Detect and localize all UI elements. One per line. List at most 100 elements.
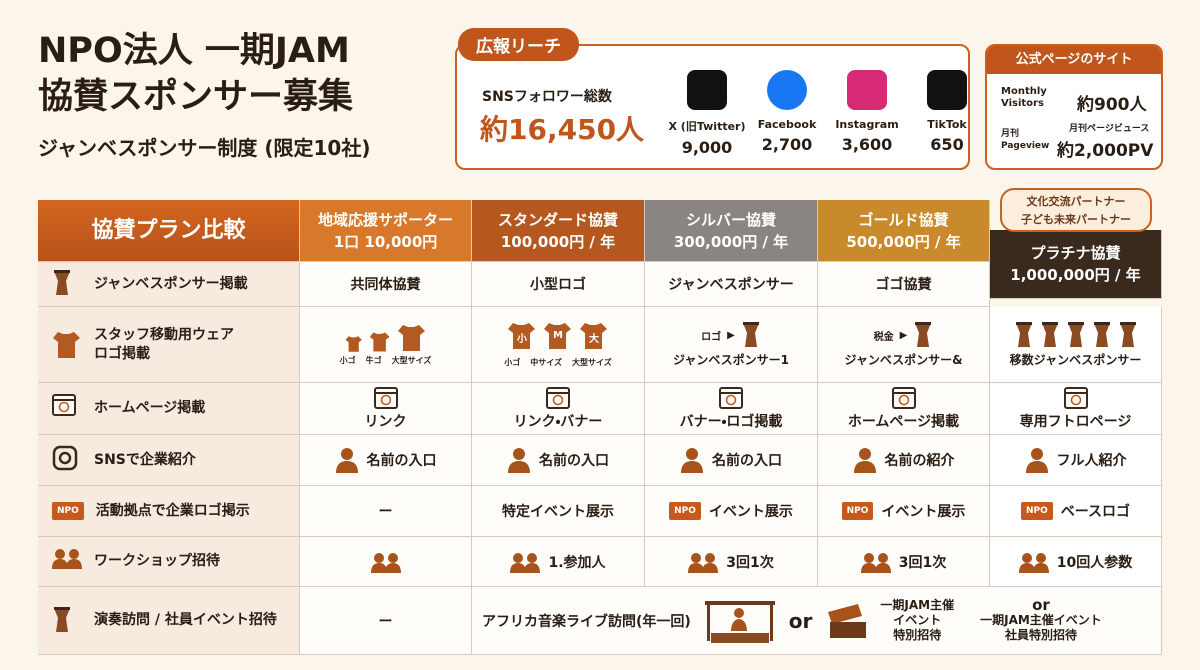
icon-row bbox=[345, 323, 427, 353]
sns-icon bbox=[847, 70, 887, 110]
plan-header: シルバー協賛 300,000円 / 年 bbox=[645, 200, 818, 262]
cell-text: 名前の入口 bbox=[712, 453, 782, 469]
group-icon bbox=[688, 552, 719, 573]
drum-icon bbox=[1119, 322, 1136, 347]
group-icon bbox=[370, 552, 401, 573]
sns-count: 650 bbox=[930, 135, 964, 154]
plan-cell: リンク bbox=[300, 383, 472, 435]
small-label: 中サイズ bbox=[530, 358, 562, 367]
npo-badge: NPO bbox=[1020, 502, 1053, 520]
plan-cell: 3回1次 bbox=[818, 537, 990, 587]
plan-cell: ー bbox=[300, 486, 472, 537]
shirt-icon bbox=[397, 325, 425, 351]
cell-text: ホームページ掲載 bbox=[847, 413, 960, 430]
sns-name: Instagram bbox=[835, 118, 899, 131]
pageview-label: 月刊 Pageview bbox=[1001, 128, 1049, 152]
plan-name: シルバー協賛 bbox=[685, 210, 776, 229]
shirt: 大 bbox=[579, 321, 609, 355]
cell-text: 小型ロゴ bbox=[530, 277, 586, 293]
plan-cell: 名前の紹介 bbox=[818, 435, 990, 486]
shirt-icon bbox=[508, 323, 535, 349]
cell-text: 共同体協賛 bbox=[350, 277, 421, 293]
cell-text: 1.参加人 bbox=[548, 554, 606, 571]
sns-icon bbox=[927, 70, 967, 110]
plan-cell: NPO ベースロゴ bbox=[990, 486, 1162, 537]
plan-cell: 小ゴ 牛ゴ 大型サイズ bbox=[300, 307, 472, 383]
cell-text: ゴゴ協賛 bbox=[875, 277, 932, 293]
plan-cell: ジャンベスポンサー bbox=[645, 262, 818, 307]
badge-line: 子ども未来パートナー bbox=[1021, 213, 1131, 226]
shirt: 小 bbox=[507, 321, 537, 355]
cell-text: フル人紹介 bbox=[1056, 453, 1127, 469]
icon-row: ロゴ ▶ bbox=[701, 321, 761, 349]
sns-name: TikTok bbox=[927, 118, 967, 131]
browser-icon bbox=[1063, 386, 1088, 409]
label-line: スタッフ移動用ウェア bbox=[94, 326, 234, 343]
row-label: ワークショップ招待 bbox=[38, 537, 300, 587]
small-label: 大型サイズ bbox=[391, 356, 432, 365]
icon-row bbox=[1014, 321, 1138, 349]
cell-text: リンク bbox=[364, 413, 407, 430]
arrow: ▶ bbox=[727, 329, 735, 341]
person-icon bbox=[853, 448, 876, 473]
label-line: SNSで企業紹介 bbox=[94, 451, 196, 468]
shirt-label: 大 bbox=[589, 334, 599, 345]
title: NPO法人 一期JAM 協賛スポンサー募集 bbox=[38, 28, 353, 120]
label-line: ジャンベスポンサー掲載 bbox=[94, 275, 248, 292]
cell-text: ー bbox=[378, 613, 393, 630]
title-line: 協賛スポンサー募集 bbox=[38, 77, 354, 117]
row-icon bbox=[52, 393, 76, 416]
plan-cell: 10回人参数 bbox=[990, 537, 1162, 587]
cell-text: リンク・バナー bbox=[513, 413, 603, 430]
person-icon bbox=[1025, 448, 1048, 473]
plan-cell: NPO イベント展示 bbox=[645, 486, 818, 537]
plan-header: 地域応援サポーター 1口 10,000円 bbox=[300, 200, 472, 262]
sns-count: 2,700 bbox=[761, 135, 813, 154]
shirt: M bbox=[543, 321, 573, 355]
plan-cell: 名前の入口 bbox=[472, 435, 645, 486]
browser-icon bbox=[546, 386, 570, 409]
size-row: 小ゴ 牛ゴ 大型サイズ bbox=[340, 355, 432, 366]
label-line: ホームページ掲載 bbox=[94, 400, 206, 416]
cell-text: 移数ジャンベスポンサー bbox=[1009, 353, 1142, 367]
cell-text: 3回1次 bbox=[726, 554, 774, 571]
sns-name: X (旧Twitter) bbox=[668, 120, 746, 133]
drum-icon bbox=[1015, 322, 1032, 347]
shirt-icon bbox=[369, 332, 390, 352]
cell-text: イベント展示 bbox=[881, 504, 966, 520]
sns-item: X (旧Twitter) 9,000 bbox=[667, 70, 747, 157]
cell-text: ジャンベスポンサー1 bbox=[673, 353, 789, 367]
row-label: ジャンベスポンサー掲載 bbox=[38, 262, 300, 307]
cell-text: 名前の紹介 bbox=[884, 453, 955, 469]
shirt-icon bbox=[544, 323, 571, 349]
or2: or bbox=[1032, 596, 1050, 614]
row-icon bbox=[54, 270, 70, 295]
shirt-label: 小 bbox=[517, 334, 527, 345]
plan-name: 地域応援サポーター bbox=[317, 210, 453, 229]
plan-badge: 文化交流パートナー 子ども未来パートナー bbox=[1000, 188, 1152, 232]
plan-cell: ロゴ ▶ ジャンベスポンサー1 bbox=[645, 307, 818, 383]
row-label: 演奏訪問 / 社員イベント招待 bbox=[38, 587, 300, 655]
cell-text: ベースロゴ bbox=[1060, 504, 1131, 520]
row-icon bbox=[52, 548, 82, 569]
row-label-text: 演奏訪問 / 社員イベント招待 bbox=[94, 611, 277, 630]
label-line: 活動拠点で企業ロゴ掲示 bbox=[95, 502, 250, 519]
sns-item: Instagram 3,600 bbox=[827, 70, 907, 157]
sns-icon bbox=[767, 70, 807, 110]
small-label: 税金 bbox=[873, 331, 894, 343]
drum-icon bbox=[1067, 322, 1084, 347]
plan-cell: 小型ロゴ bbox=[472, 262, 645, 307]
plan-name: スタンダード協賛 bbox=[497, 210, 618, 229]
browser-icon bbox=[719, 386, 743, 409]
drum-icon bbox=[915, 322, 932, 347]
site-box: 公式ページのサイト Monthly Visitors 約900人 月刊ページビュ… bbox=[985, 44, 1163, 170]
row-label-text: ジャンベスポンサー掲載 bbox=[94, 275, 248, 294]
invite-line: イベント bbox=[893, 613, 942, 627]
cell-text: 名前の入口 bbox=[539, 453, 609, 469]
size-row: 小ゴ 中サイズ 大型サイズ bbox=[504, 357, 612, 368]
cell-text: 3回1次 bbox=[898, 554, 947, 571]
plan-cell: 名前の入口 bbox=[645, 435, 818, 486]
plan-cell: フル人紹介 bbox=[990, 435, 1162, 486]
